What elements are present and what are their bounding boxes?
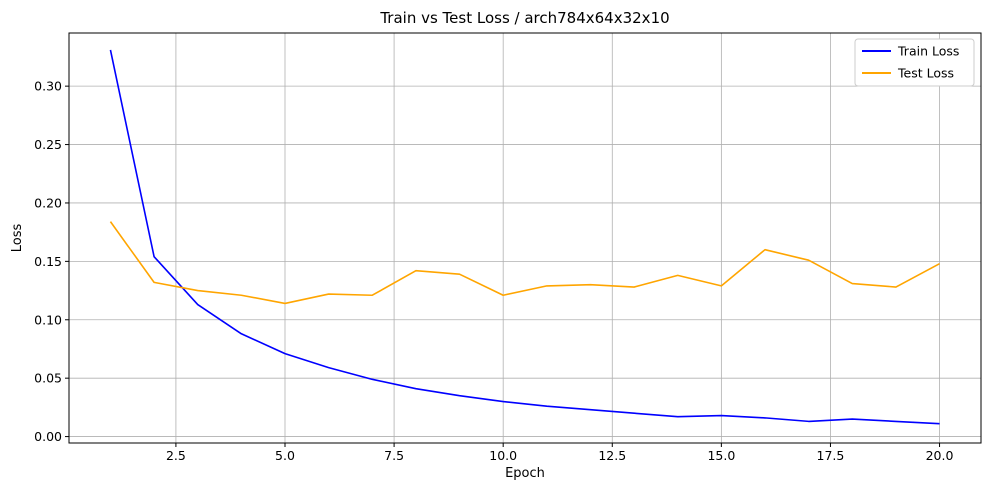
series-lines — [109, 49, 940, 425]
y-tick-label: 0.25 — [34, 137, 62, 152]
y-axis-ticks: 0.00 0.05 0.10 0.15 0.20 0.25 0.30 — [34, 79, 69, 444]
y-tick-label: 0.20 — [34, 195, 62, 210]
x-tick-label: 17.5 — [817, 448, 845, 463]
legend-label-test-loss: Test Loss — [897, 66, 954, 81]
series-line-train-loss — [109, 49, 940, 425]
x-tick-label: 10.0 — [489, 448, 517, 463]
x-axis-label: Epoch — [505, 466, 545, 481]
series-line-test-loss — [109, 221, 940, 305]
y-tick-label: 0.10 — [34, 312, 62, 327]
x-tick-label: 15.0 — [707, 448, 735, 463]
plot-frame — [68, 32, 982, 444]
x-tick-label: 20.0 — [926, 448, 954, 463]
x-tick-label: 2.5 — [166, 448, 186, 463]
y-tick-label: 0.15 — [34, 254, 62, 269]
y-tick-label: 0.00 — [34, 429, 62, 444]
x-axis-ticks: 2.5 5.0 7.5 10.0 12.5 15.0 17.5 20.0 — [166, 443, 954, 463]
y-axis-label: Loss — [10, 224, 25, 253]
y-tick-label: 0.30 — [34, 79, 62, 94]
y-tick-label: 0.05 — [34, 371, 62, 386]
x-tick-label: 12.5 — [598, 448, 626, 463]
x-tick-label: 7.5 — [384, 448, 404, 463]
legend: Train Loss Test Loss — [854, 38, 975, 87]
grid — [69, 33, 981, 443]
x-tick-label: 5.0 — [275, 448, 295, 463]
legend-label-train-loss: Train Loss — [897, 44, 959, 59]
chart-title: Train vs Test Loss / arch784x64x32x10 — [379, 9, 669, 27]
